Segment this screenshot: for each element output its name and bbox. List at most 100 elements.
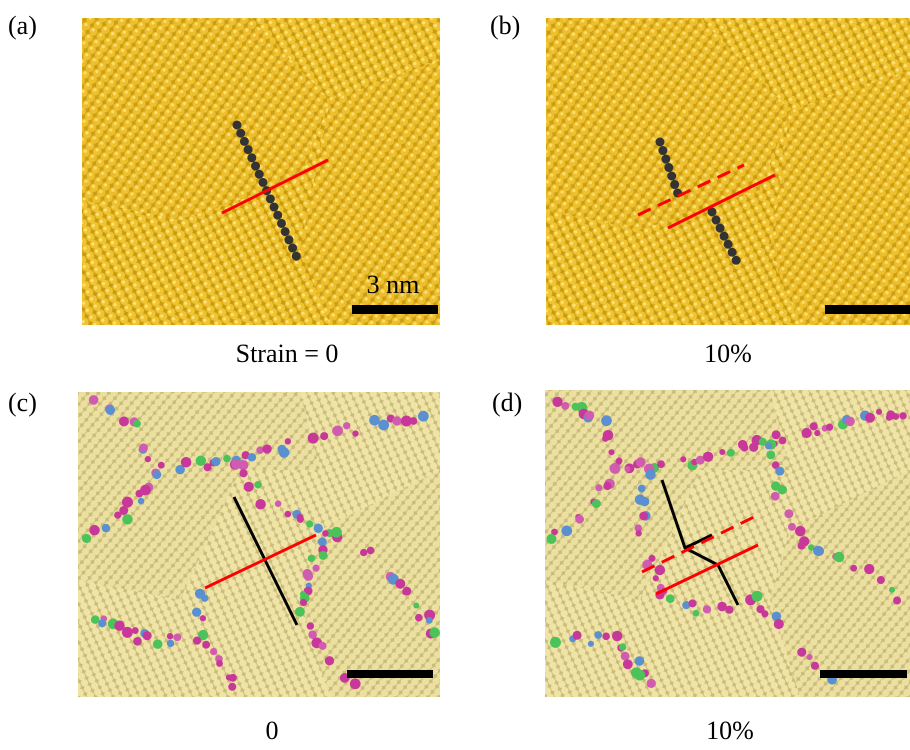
boundary-atom [426,617,433,624]
scale-bar [347,670,433,678]
caption: Strain = 0 [236,339,339,368]
boundary-atom [262,444,271,453]
boundary-atom [777,485,786,494]
boundary-atom [657,460,665,468]
boundary-atom [226,674,232,680]
panel-label: (d) [492,388,522,417]
boundary-atom [602,633,610,641]
boundary-atom [616,458,623,465]
boundary-atom [320,432,328,440]
boundary-atom [602,435,608,441]
boundary-atom [834,552,845,563]
boundary-atom [552,397,562,407]
boundary-atom [98,619,106,627]
boundary-atom [779,437,787,445]
scale-bar [820,670,907,678]
boundary-atom [395,579,405,589]
boundary-atom [223,455,231,463]
boundary-atom [360,549,367,556]
boundary-atom [319,551,328,560]
boundary-atom [196,456,206,466]
boundary-atom [378,420,389,431]
boundary-atom [202,641,210,649]
boundary-atom [893,597,901,605]
boundary-atom [645,469,655,479]
boundary-atom [277,445,286,454]
boundary-atom [889,587,895,593]
boundary-atom [561,525,572,536]
boundary-atom [802,428,812,438]
boundary-atom [238,460,248,470]
boundary-atom [771,492,780,501]
boundary-atom [322,530,329,537]
boundary-atom [89,525,99,535]
boundary-atom [122,497,133,508]
boundary-atom [624,466,630,472]
boundary-atom [193,636,201,644]
boundary-atom [775,467,784,476]
boundary-atom [122,627,133,638]
boundary-atom [158,462,165,469]
boundary-atom [302,569,312,579]
boundary-atom [133,637,142,646]
boundary-atom [312,565,319,572]
boundary-atom [886,414,892,420]
boundary-atom [797,542,805,550]
boundary-atom [636,457,646,467]
boundary-atom [575,515,584,524]
boundary-atom [143,631,152,640]
panel-label: (b) [490,11,520,40]
boundary-atom [319,642,327,650]
boundary-atom [640,497,649,506]
boundary-atom [865,413,875,423]
boundary-atom [634,670,645,681]
boundary-atom [167,640,174,647]
boundary-atom [638,485,646,493]
boundary-atom [139,443,148,452]
boundary-atom [295,607,305,617]
boundary-atom [91,615,100,624]
boundary-atom [899,412,906,419]
scale-label: 3 nm [367,270,420,299]
boundary-atom [248,453,257,462]
boundary-atom [693,610,700,617]
boundary-atom [639,512,648,521]
boundary-atom [174,633,182,641]
boundary-atom [826,424,833,431]
boundary-atom [300,599,307,606]
scale-bar [825,305,910,314]
boundary-atom [655,565,665,575]
boundary-atom [621,652,630,661]
boundary-atom [592,499,601,508]
panel-label: (c) [8,388,37,417]
boundary-atom [181,457,192,468]
boundary-atom [595,484,602,491]
boundary-atom [369,415,380,426]
boundary-atom [367,547,375,555]
boundary-atom [546,534,556,544]
boundary-atom [811,662,819,670]
panel-label: (a) [8,11,37,40]
boundary-atom [636,530,642,536]
boundary-atom [318,537,327,546]
boundary-atom [561,402,569,410]
boundary-atom [211,457,220,466]
boundary-atom [352,430,358,436]
boundary-atom [122,514,132,524]
boundary-atom [738,440,747,449]
boundary-atom [228,683,236,691]
boundary-atom [331,527,342,538]
panel-a: 3 nm [82,18,440,325]
boundary-atom [325,656,334,665]
figure: 3 nm (a) (b) (c) (d) Strain = 0 10% [0,0,910,745]
boundary-atom [765,442,772,449]
boundary-atom [703,452,713,462]
boundary-atom [766,450,775,459]
boundary-atom [594,631,602,639]
boundary-atom [647,679,656,688]
boundary-atom [200,615,206,621]
boundary-atom [152,470,161,479]
boundary-atom [285,438,291,444]
caption: 10% [704,339,752,368]
boundary-atom [275,500,282,507]
